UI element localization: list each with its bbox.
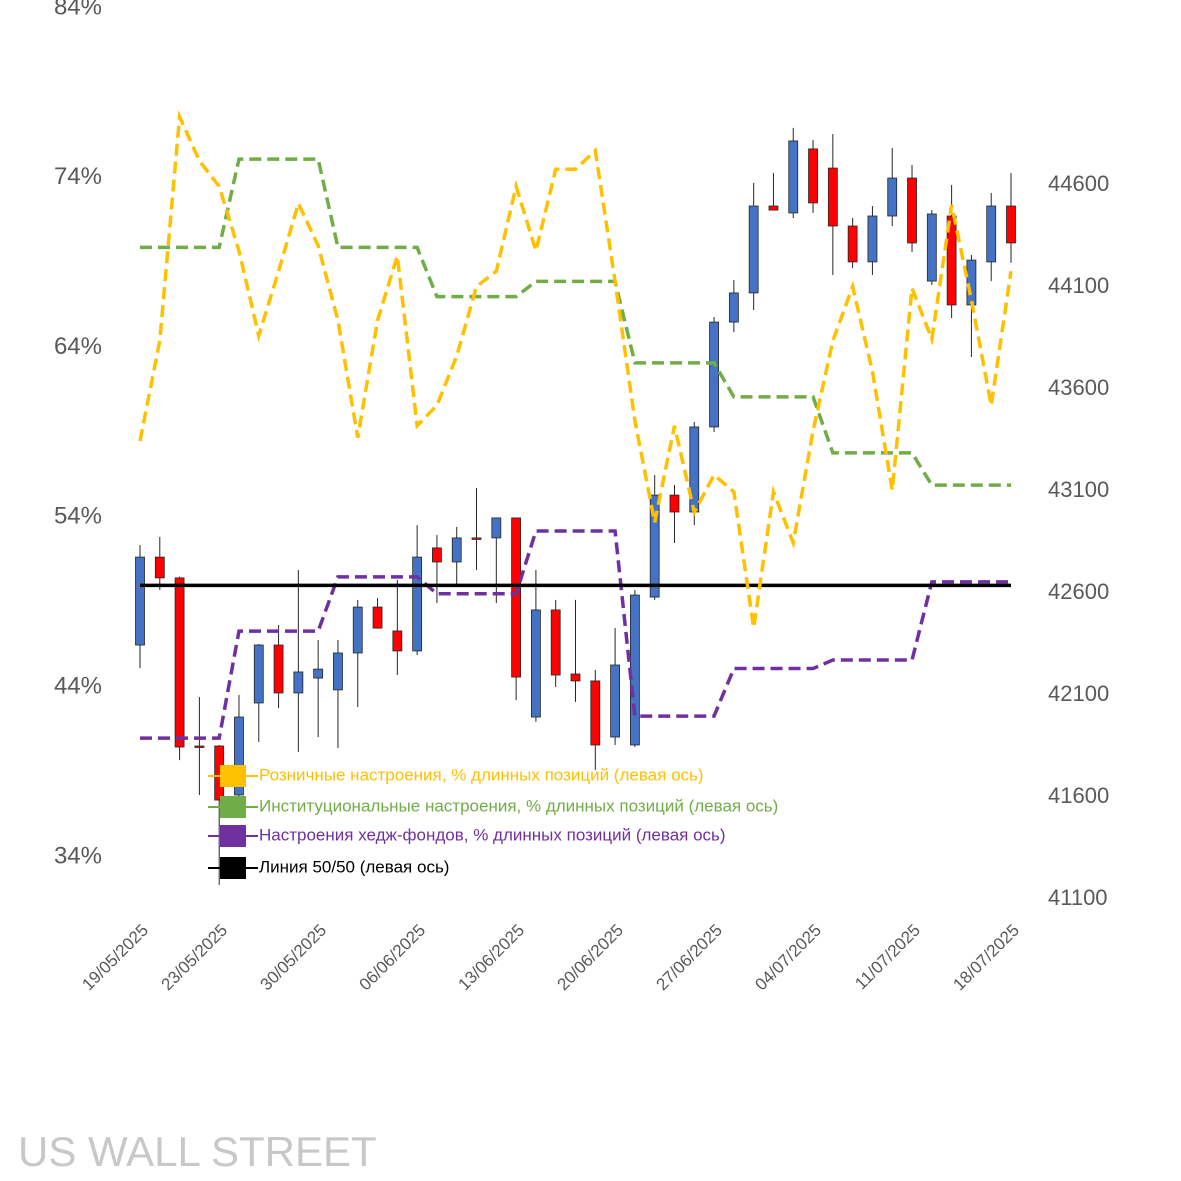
watermark: US WALL STREET <box>18 1128 377 1175</box>
candle-body <box>1006 205 1016 244</box>
candle-body <box>531 609 541 718</box>
candle-body <box>352 606 363 654</box>
y-tick-label: 44% <box>54 673 102 700</box>
candle-body <box>669 494 680 513</box>
x-tick-label: 20/06/2025 <box>553 921 627 995</box>
candle-body <box>550 609 561 676</box>
candle-body <box>570 673 581 682</box>
candle-body <box>887 177 898 217</box>
legend-swatch <box>220 857 246 879</box>
legend-swatch <box>220 765 246 787</box>
y2-tick-label: 43100 <box>1048 477 1109 502</box>
y-tick-label: 74% <box>54 163 102 190</box>
y-tick-label: 84% <box>54 0 102 20</box>
legend-label: Настроения хедж-фондов, % длинных позици… <box>259 825 726 844</box>
series-line <box>138 109 1013 629</box>
legend-label: Линия 50/50 (левая ось) <box>259 857 449 876</box>
legend-swatch <box>220 825 246 847</box>
y-tick-label: 34% <box>54 842 102 869</box>
candle-body <box>689 426 700 513</box>
y2-tick-label: 44600 <box>1048 171 1109 196</box>
candle-body <box>432 547 442 563</box>
candle-body <box>808 148 818 204</box>
candle-body <box>946 215 957 306</box>
series-line <box>140 529 1011 740</box>
x-tick-label: 13/06/2025 <box>455 921 529 995</box>
y-tick-label: 54% <box>54 503 102 530</box>
candle-body <box>135 556 145 646</box>
candle-body <box>610 664 620 738</box>
candle-body <box>253 644 264 704</box>
y2-tick-label: 42600 <box>1048 579 1109 604</box>
candle-body <box>174 577 185 748</box>
candle-body <box>748 205 759 294</box>
candle-body <box>511 517 522 678</box>
candle-body <box>907 177 917 244</box>
x-tick-label: 18/07/2025 <box>949 921 1023 995</box>
x-tick-label: 23/05/2025 <box>158 921 232 995</box>
x-tick-label: 06/06/2025 <box>356 921 430 995</box>
candle-body <box>827 167 838 227</box>
candle-body <box>471 537 482 540</box>
y2-tick-label: 42100 <box>1048 681 1109 706</box>
candle-body <box>867 215 878 263</box>
candle-body <box>194 745 205 748</box>
x-tick-label: 11/07/2025 <box>851 921 924 994</box>
candle-body <box>788 140 799 214</box>
x-tick-label: 04/07/2025 <box>751 921 825 995</box>
candle-body <box>412 556 423 652</box>
legend-label: Розничные настроения, % длинных позиций … <box>259 765 704 784</box>
candle-body <box>590 680 601 746</box>
candle-body <box>629 594 640 746</box>
candle-body <box>273 644 284 694</box>
candle-body <box>372 606 383 629</box>
candle-body <box>234 716 244 796</box>
candle-body <box>491 517 502 539</box>
candle-body <box>392 630 403 652</box>
x-tick-label: 27/06/2025 <box>652 921 726 995</box>
candle-body <box>154 556 165 579</box>
candle-body <box>293 671 304 694</box>
series-line <box>140 157 1011 487</box>
y-tick-label: 64% <box>54 333 102 360</box>
candle-body <box>649 494 660 598</box>
y2-tick-label: 43600 <box>1048 375 1109 400</box>
x-tick-label: 19/05/2025 <box>78 921 152 995</box>
x-tick-label: 30/05/2025 <box>257 921 331 995</box>
candle-body <box>333 652 343 691</box>
candle-body <box>709 321 719 428</box>
legend-label: Институциональные настроения, % длинных … <box>259 796 778 815</box>
candle-body <box>926 213 937 282</box>
candle-body <box>986 205 997 263</box>
candle-body <box>966 259 977 306</box>
candle-body <box>768 205 779 211</box>
candle-body <box>451 537 462 563</box>
legend-swatch <box>220 796 246 818</box>
candle-body <box>847 225 858 263</box>
y2-tick-label: 44100 <box>1048 273 1109 298</box>
candle-body <box>728 292 739 323</box>
y2-tick-label: 41600 <box>1048 783 1109 808</box>
y2-tick-label: 41100 <box>1048 885 1108 910</box>
candle-body <box>313 668 324 679</box>
